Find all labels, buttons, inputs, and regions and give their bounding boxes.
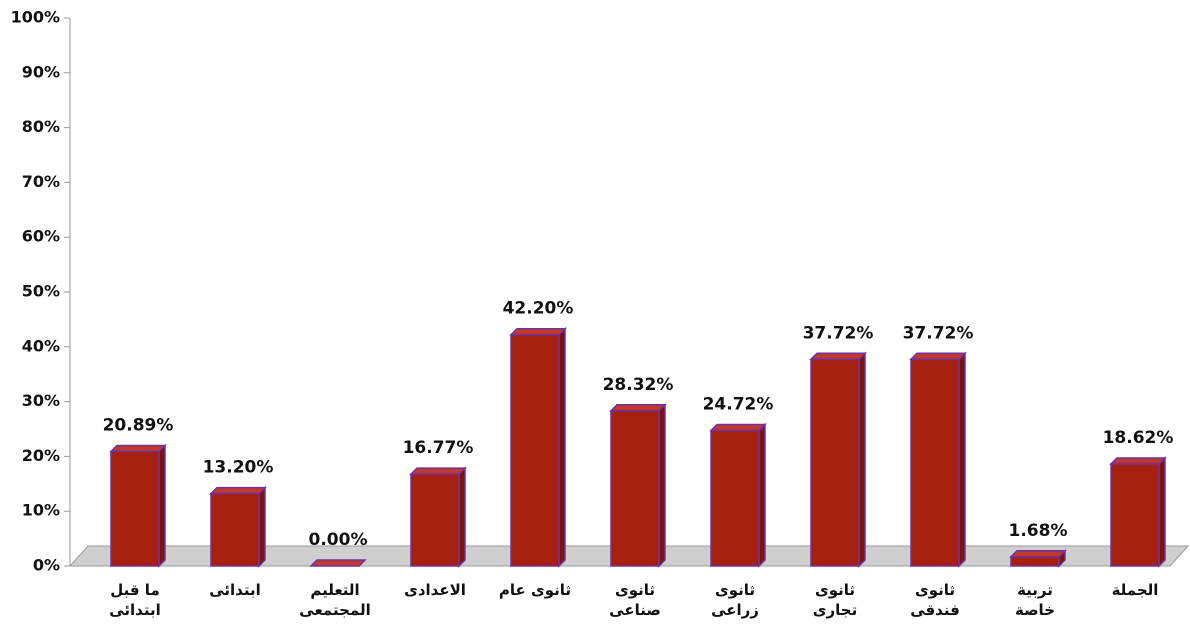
y-tick-label: 20% (22, 446, 60, 465)
y-tick-label: 90% (22, 62, 60, 81)
y-tick-label: 40% (22, 336, 60, 355)
bar-top (409, 467, 467, 475)
bar (910, 358, 960, 567)
bar-top (609, 404, 667, 412)
bar-top (1009, 550, 1067, 558)
x-tick-label: ثانوى صناعى (609, 581, 661, 619)
value-label: 16.77% (403, 438, 474, 458)
value-label: 28.32% (603, 375, 674, 395)
bar (510, 333, 560, 567)
bar-top (209, 486, 267, 495)
bar-side (258, 485, 266, 568)
bar-top (509, 327, 567, 336)
y-tick-label: 100% (11, 8, 60, 27)
y-tick-label: 70% (22, 172, 60, 191)
bar (1010, 556, 1060, 567)
bar-top (309, 559, 367, 567)
bar-top (709, 423, 767, 432)
bar-side (658, 402, 666, 568)
bar (610, 410, 660, 567)
x-tick-label: الاعدادى (404, 581, 466, 599)
y-tick-label: 50% (22, 282, 60, 301)
value-label: 24.72% (703, 395, 774, 415)
bar-top (109, 444, 167, 453)
value-label: 20.89% (103, 416, 174, 436)
value-label: 37.72% (803, 323, 874, 343)
bar-top (909, 352, 967, 361)
bar (710, 429, 760, 567)
value-label: 18.62% (1103, 428, 1174, 448)
y-tick-label: 10% (22, 501, 60, 520)
value-label: 42.20% (503, 299, 574, 319)
x-tick-label: ما قبل ابتدائى (109, 581, 161, 619)
bar (410, 473, 460, 567)
bar-side (758, 422, 766, 568)
y-tick-label: 80% (22, 117, 60, 136)
x-tick-label: التعليم المجتمعى (299, 581, 371, 619)
x-tick-label: ثانوى فندقى (910, 581, 960, 619)
x-tick-label: الجملة (1111, 581, 1159, 599)
y-tick-label: 0% (33, 556, 60, 575)
x-tick-label: ثانوى تجارى (812, 581, 858, 619)
bar-side (958, 351, 966, 568)
x-tick-label: تربية خاصة (1014, 581, 1056, 619)
bar-top (1109, 457, 1167, 465)
y-tick-label: 30% (22, 391, 60, 410)
x-tick-label: ابتدائى (209, 581, 261, 599)
bar (1110, 463, 1160, 567)
value-label: 0.00% (309, 530, 368, 550)
y-tick-label: 60% (22, 227, 60, 246)
bar (110, 450, 160, 567)
bar-top (809, 352, 867, 361)
bar-side (858, 351, 866, 568)
bar-side (458, 466, 466, 568)
value-label: 13.20% (203, 458, 274, 478)
x-tick-label: ثانوى زراعى (711, 581, 759, 619)
bar-side (158, 443, 166, 568)
bar-side (558, 326, 566, 568)
bar (810, 358, 860, 567)
bar (210, 492, 260, 567)
value-label: 37.72% (903, 323, 974, 343)
x-tick-label: ثانوى عام (498, 581, 572, 599)
bar-side (1158, 456, 1166, 568)
value-label: 1.68% (1009, 521, 1068, 541)
